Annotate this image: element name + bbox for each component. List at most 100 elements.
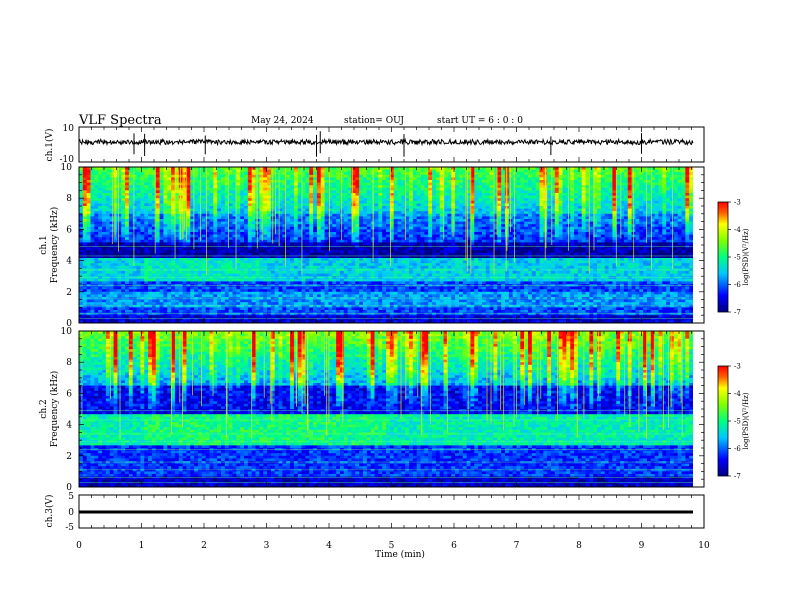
spectrogram-cell: [151, 208, 157, 212]
spectrogram-cell: [685, 226, 690, 230]
spectrogram-cell: [224, 226, 230, 230]
spectrogram-cell: [547, 203, 552, 207]
spectrogram-cell: [639, 221, 644, 225]
spectrogram-cell: [197, 190, 203, 194]
spectrogram-cell: [159, 242, 164, 246]
spectrogram-cell: [470, 185, 475, 189]
spectrogram-cell: [650, 182, 656, 186]
spectrogram-cell: [159, 221, 164, 225]
spectrogram-cell: [105, 221, 111, 225]
spectrogram-cell: [462, 226, 467, 230]
spectrogram-cell: [416, 203, 421, 207]
spectrogram-cell: [577, 226, 583, 230]
spectrogram-cell: [527, 211, 533, 215]
spectrogram-cell: [581, 213, 586, 217]
spectrogram-cell: [163, 211, 168, 215]
spectrogram-cell: [389, 182, 395, 186]
spectrogram-cell: [251, 206, 256, 209]
spectrogram-cell: [347, 234, 352, 238]
spectrogram-cell: [259, 224, 264, 228]
spectrogram-cell: [593, 203, 598, 207]
spectrogram-cell: [562, 169, 567, 173]
spectrogram-cell: [378, 174, 383, 178]
spectrogram-cell: [324, 226, 329, 230]
spectrogram-cell: [524, 174, 529, 178]
spectrogram-cell: [481, 167, 487, 170]
spectrogram-cell: [278, 190, 283, 194]
spectrogram-cell: [324, 182, 329, 186]
spectrogram-cell: [86, 193, 91, 196]
spectrogram-cell: [155, 219, 160, 222]
spectrogram-cell: [478, 169, 483, 173]
spectrogram-cell: [378, 195, 383, 199]
spectrogram-cell: [646, 182, 652, 186]
spectrogram-cell: [669, 213, 675, 217]
spectrogram-cell: [244, 219, 249, 222]
spectrogram-cell: [581, 226, 586, 230]
spectrogram-cell: [646, 211, 652, 215]
spectrogram-cell: [240, 232, 245, 235]
spectrogram-cell: [516, 172, 521, 176]
spectrogram-cell: [274, 206, 279, 209]
spectrogram-cell: [82, 190, 88, 194]
spectrogram-cell: [374, 182, 379, 186]
spectrogram-cell: [313, 242, 318, 246]
spectrogram-cell: [428, 200, 433, 204]
spectrogram-cell: [128, 213, 134, 217]
spectrogram-cell: [136, 234, 141, 238]
spectrogram-cell: [117, 169, 122, 173]
spectrogram-cell: [274, 216, 279, 220]
spectrogram-cell: [128, 167, 134, 170]
spectrogram-cell: [608, 237, 613, 241]
spectrogram-cell: [489, 195, 494, 199]
spectrogram-cell: [428, 174, 433, 178]
spectrogram-cell: [217, 174, 222, 178]
spectrogram-cell: [205, 200, 210, 204]
spectrogram-cell: [466, 180, 471, 183]
spectrogram-cell: [497, 237, 502, 241]
spectrogram-cell: [635, 174, 640, 178]
spectrogram-cell: [547, 190, 552, 194]
spectrogram-cell: [140, 219, 145, 222]
spectrogram-cell: [378, 172, 383, 176]
spectrogram-cell: [443, 193, 448, 196]
spectrogram-cell: [416, 174, 421, 178]
spectrogram-cell: [132, 224, 137, 228]
spectrogram-cell: [635, 208, 640, 212]
spectrogram-cell: [627, 180, 632, 183]
spectrogram-cell: [305, 216, 310, 220]
spectrogram-cell: [666, 185, 671, 189]
spectrogram-cell: [274, 167, 279, 170]
spectrogram-cell: [336, 213, 341, 217]
spectrogram-cell: [286, 190, 291, 194]
spectrogram-cell: [339, 208, 345, 212]
spectrogram-cell: [267, 195, 272, 199]
spectrogram-cell: [159, 180, 164, 183]
spectrogram-cell: [574, 219, 579, 222]
spectrogram-cell: [447, 213, 452, 217]
spectrogram-cell: [186, 224, 191, 228]
spectrogram-cell: [167, 224, 172, 228]
spectrogram-cell: [585, 195, 590, 199]
spectrogram-cell: [424, 221, 429, 225]
spectrogram-cell: [650, 187, 656, 191]
spectrogram-cell: [190, 169, 195, 173]
spectrogram-cell: [293, 177, 299, 181]
spectrogram-cell: [244, 180, 249, 183]
spectrogram-cell: [535, 242, 540, 246]
spectrogram-cell: [220, 224, 226, 228]
spectrogram-cell: [527, 203, 533, 207]
spectrogram-cell: [386, 174, 391, 178]
spectrogram-cell: [140, 182, 145, 186]
spectrogram-cell: [681, 200, 686, 204]
spectrogram-cell: [389, 219, 395, 222]
spectrogram-cell: [551, 219, 556, 222]
spectrogram-cell: [228, 195, 233, 199]
spectrogram-cell: [228, 198, 233, 202]
spectrogram-cell: [86, 200, 91, 204]
spectrogram-cell: [117, 182, 122, 186]
spectrogram-cell: [535, 216, 540, 220]
spectrogram-cell: [240, 219, 245, 222]
spectrogram-cell: [597, 224, 602, 228]
spectrogram-cell: [251, 200, 256, 204]
